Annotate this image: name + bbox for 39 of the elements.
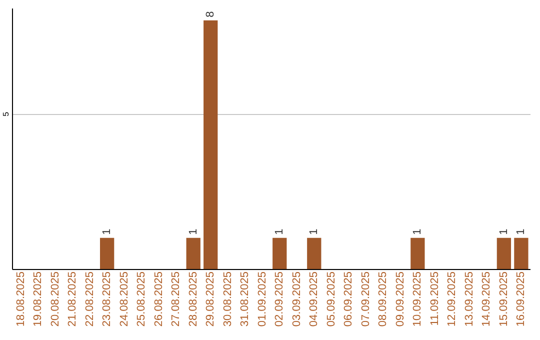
data-label: 1 [498, 228, 510, 235]
x-tick-label: 16.09.2025 [515, 272, 528, 327]
data-label: 1 [187, 228, 200, 235]
data-label: 1 [101, 228, 114, 235]
x-tick-label: 22.08.2025 [84, 272, 96, 327]
data-label: 1 [515, 228, 528, 235]
data-label: 1 [274, 228, 286, 235]
data-label: 1 [308, 228, 320, 235]
x-tick-label: 21.08.2025 [66, 272, 79, 327]
x-tick-label: 01.09.2025 [256, 272, 268, 327]
x-tick-label: 07.09.2025 [360, 272, 372, 327]
x-tick-label: 13.09.2025 [463, 272, 476, 327]
x-tick-label: 30.08.2025 [222, 272, 234, 327]
x-tick-label: 19.08.2025 [32, 272, 44, 327]
x-tick-label: 26.08.2025 [152, 272, 165, 327]
x-tick-label: 08.09.2025 [377, 272, 390, 327]
x-tick-label: 24.08.2025 [118, 272, 130, 327]
x-tick-label: 27.08.2025 [170, 272, 182, 327]
data-label: 8 [204, 11, 217, 18]
x-tick-label: 09.09.2025 [394, 272, 406, 327]
x-tick-label: 04.09.2025 [308, 272, 320, 327]
x-tick-label: 15.09.2025 [498, 272, 510, 327]
x-tick-label: 11.09.2025 [428, 272, 441, 326]
x-tick-label: 05.09.2025 [325, 272, 338, 327]
x-tick-label: 23.08.2025 [101, 272, 114, 327]
data-label: 1 [412, 228, 424, 235]
x-tick-label: 03.09.2025 [290, 272, 303, 327]
x-tick-label: 25.08.2025 [136, 272, 148, 327]
x-tick-label: 12.09.2025 [446, 272, 458, 327]
x-tick-label: 06.09.2025 [342, 272, 355, 327]
x-tick-label: 18.08.2025 [14, 272, 27, 327]
y-tick-label: 5 [2, 111, 10, 116]
x-tick-label: 20.08.2025 [49, 272, 62, 327]
x-tick-label: 14.09.2025 [480, 272, 493, 327]
x-tick-label: 28.08.2025 [187, 272, 200, 327]
x-tick-label: 29.08.2025 [204, 272, 217, 327]
x-tick-label: 31.08.2025 [239, 272, 252, 327]
x-tick-label: 10.09.2025 [412, 272, 424, 327]
x-tick-label: 02.09.2025 [274, 272, 286, 327]
